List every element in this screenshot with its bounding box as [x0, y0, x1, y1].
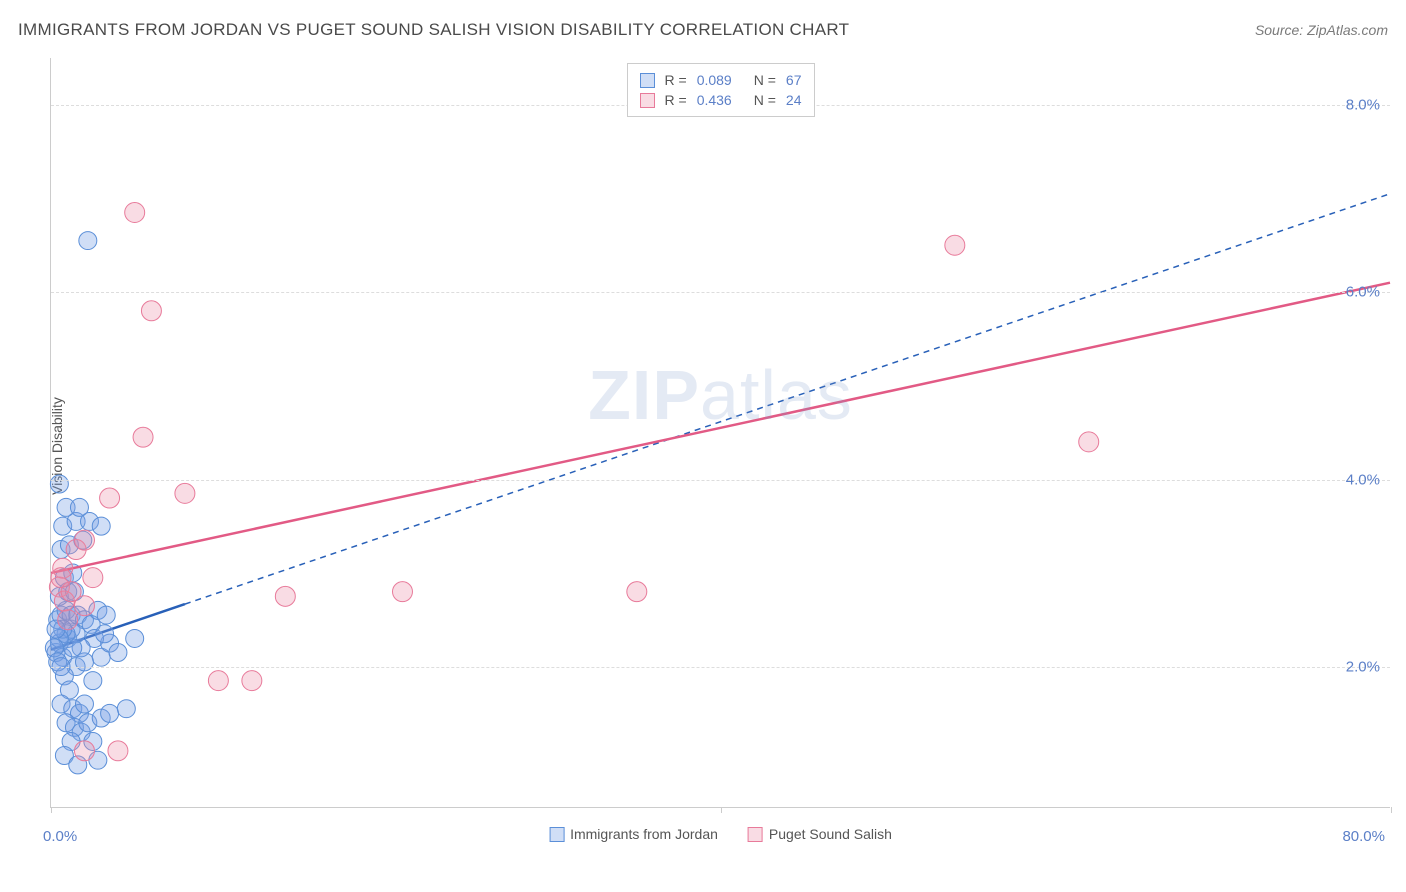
n-value-1: 24 [786, 92, 802, 108]
r-value-1: 0.436 [697, 92, 732, 108]
data-point [50, 475, 68, 493]
data-point [627, 582, 647, 602]
n-label: N = [754, 92, 776, 108]
data-point [125, 202, 145, 222]
x-tick [1391, 807, 1392, 813]
data-point [74, 741, 94, 761]
plot-area: ZIPatlas R = 0.089 N = 67 R = 0.436 N = … [50, 58, 1390, 808]
data-point [109, 644, 127, 662]
data-point [108, 741, 128, 761]
data-point [96, 625, 114, 643]
data-point [74, 530, 94, 550]
legend-text-1: Puget Sound Salish [769, 826, 892, 842]
legend-text-0: Immigrants from Jordan [570, 826, 718, 842]
gridline-h [51, 667, 1390, 668]
data-point [92, 517, 110, 535]
data-point [83, 568, 103, 588]
data-point [242, 671, 262, 691]
data-point [945, 235, 965, 255]
r-label: R = [665, 92, 687, 108]
r-label: R = [665, 72, 687, 88]
legend-sq-1 [748, 827, 763, 842]
source-text: Source: ZipAtlas.com [1255, 22, 1388, 38]
trend-line-dashed [185, 194, 1390, 604]
x-tick-label: 80.0% [1342, 828, 1385, 845]
plot-svg [51, 58, 1390, 807]
data-point [51, 568, 71, 588]
series-legend: Immigrants from Jordan Puget Sound Salis… [549, 826, 892, 842]
y-tick-label: 2.0% [1346, 659, 1380, 676]
data-point [101, 704, 119, 722]
x-tick-label: 0.0% [43, 828, 77, 845]
data-point [100, 488, 120, 508]
data-point [133, 427, 153, 447]
legend-swatch-0 [640, 73, 655, 88]
legend-item-1: Puget Sound Salish [748, 826, 892, 842]
y-tick-label: 6.0% [1346, 284, 1380, 301]
gridline-h [51, 292, 1390, 293]
y-tick-label: 4.0% [1346, 471, 1380, 488]
n-label: N = [754, 72, 776, 88]
title-bar: IMMIGRANTS FROM JORDAN VS PUGET SOUND SA… [18, 20, 1388, 40]
data-point [58, 610, 78, 630]
data-point [126, 629, 144, 647]
data-point [117, 700, 135, 718]
data-point [392, 582, 412, 602]
data-point [97, 606, 115, 624]
r-value-0: 0.089 [697, 72, 732, 88]
y-tick-label: 8.0% [1346, 96, 1380, 113]
x-tick [721, 807, 722, 813]
data-point [75, 695, 93, 713]
legend-row-0: R = 0.089 N = 67 [640, 70, 802, 90]
data-point [175, 483, 195, 503]
n-value-0: 67 [786, 72, 802, 88]
data-point [208, 671, 228, 691]
legend-swatch-1 [640, 93, 655, 108]
data-point [79, 232, 97, 250]
x-tick [51, 807, 52, 813]
data-point [141, 301, 161, 321]
gridline-h [51, 480, 1390, 481]
data-point [275, 586, 295, 606]
chart-container: IMMIGRANTS FROM JORDAN VS PUGET SOUND SA… [0, 0, 1406, 892]
legend-row-1: R = 0.436 N = 24 [640, 90, 802, 110]
data-point [70, 498, 88, 516]
trend-line [51, 283, 1390, 573]
chart-title: IMMIGRANTS FROM JORDAN VS PUGET SOUND SA… [18, 20, 849, 40]
legend-item-0: Immigrants from Jordan [549, 826, 718, 842]
data-point [1079, 432, 1099, 452]
correlation-legend: R = 0.089 N = 67 R = 0.436 N = 24 [627, 63, 815, 117]
data-point [84, 672, 102, 690]
legend-sq-0 [549, 827, 564, 842]
